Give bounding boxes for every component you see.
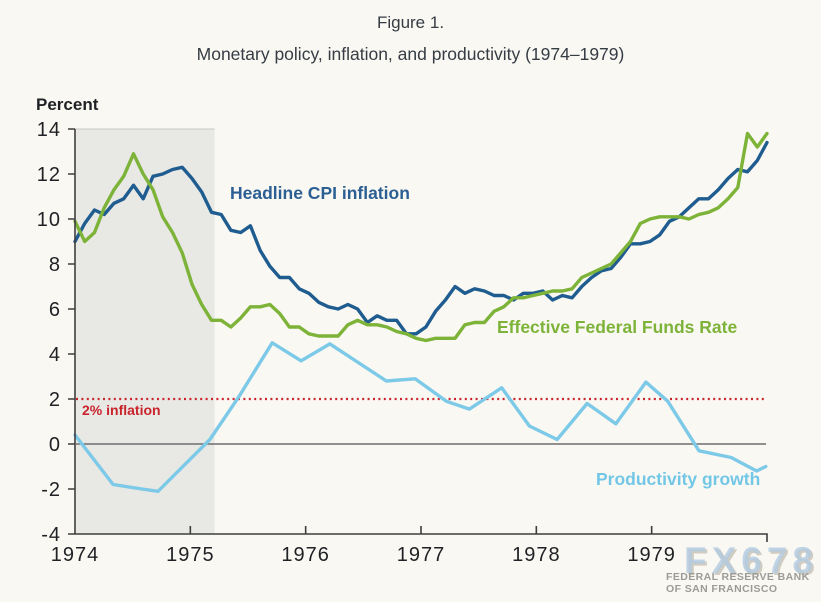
y-axis-unit-label: Percent [36, 95, 99, 114]
axes [68, 128, 768, 542]
recession-band [76, 129, 215, 534]
cpi-series-label: Headline CPI inflation [230, 183, 410, 203]
y-axis-tick-label: 14 [37, 119, 61, 141]
ffr-series-label: Effective Federal Funds Rate [497, 317, 738, 337]
y-axis-tick-label: 8 [49, 254, 61, 276]
x-axis-tick-label: 1979 [627, 544, 676, 566]
y-axis-tick-label: -2 [41, 479, 61, 501]
fx678-watermark: FX678 [684, 540, 819, 581]
y-axis-tick-label: 2 [49, 389, 61, 411]
cpi-line [73, 140, 769, 336]
productivity-line [73, 341, 768, 493]
x-axis-tick-label: 1977 [397, 544, 446, 566]
x-axis-tick-label: 1976 [281, 544, 330, 566]
figure-label: Figure 1. [376, 13, 445, 32]
y-axis-tick-label: 6 [49, 299, 61, 321]
x-axis-tick-label: 1974 [51, 544, 100, 566]
x-axis-tick-label: 1978 [512, 544, 561, 566]
frbsf-logo-line1: FEDERAL RESERVE BANK [666, 571, 810, 583]
x-axis-tick-label: 1975 [166, 544, 215, 566]
y-axis-tick-label: -4 [41, 524, 61, 546]
ffr-line [73, 131, 769, 343]
y-axis-tick-label: 12 [37, 164, 61, 186]
chart-title: Monetary policy, inflation, and producti… [196, 44, 625, 64]
productivity-series-label: Productivity growth [596, 469, 761, 489]
y-axis-tick-label: 0 [49, 434, 61, 456]
y-axis-tick-label: 10 [37, 209, 61, 231]
frbsf-logo-line2: OF SAN FRANCISCO [666, 583, 778, 595]
inflation-target-label: 2% inflation [82, 402, 161, 418]
y-axis-tick-label: 4 [49, 344, 61, 366]
